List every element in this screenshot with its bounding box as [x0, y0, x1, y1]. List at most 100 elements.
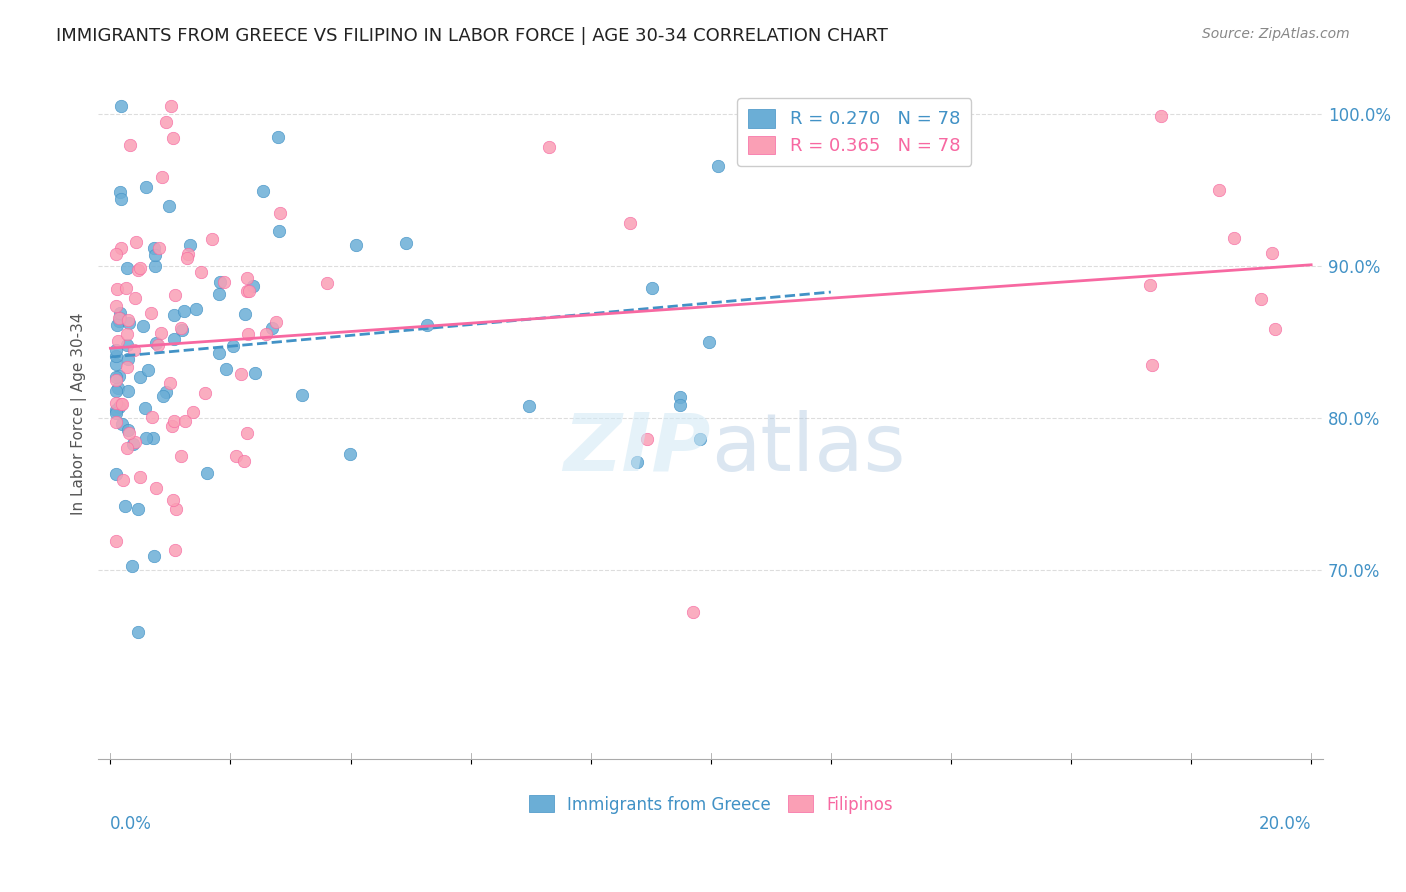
Point [194, 386, 217, 401]
Point [706, 160, 728, 174]
Text: 0.0%: 0.0% [110, 814, 152, 833]
Text: ZIP: ZIP [564, 409, 711, 488]
Point [517, 399, 540, 413]
Point [233, 307, 256, 321]
Point [395, 236, 418, 251]
Point [139, 305, 162, 319]
Point [117, 384, 139, 399]
Point [105, 349, 128, 363]
Point [135, 179, 157, 194]
Point [152, 389, 174, 403]
Point [179, 238, 201, 252]
Legend: Immigrants from Greece, Filipinos: Immigrants from Greece, Filipinos [522, 789, 900, 821]
Point [105, 343, 128, 357]
Point [619, 216, 641, 230]
Point [668, 398, 690, 412]
Text: IMMIGRANTS FROM GREECE VS FILIPINO IN LABOR FORCE | AGE 30-34 CORRELATION CHART: IMMIGRANTS FROM GREECE VS FILIPINO IN LA… [56, 27, 889, 45]
Point [181, 405, 204, 419]
Point [107, 381, 129, 395]
Point [105, 384, 128, 399]
Point [107, 368, 129, 383]
Point [267, 130, 290, 145]
Point [155, 115, 177, 129]
Point [128, 469, 150, 483]
Point [105, 318, 128, 332]
Point [669, 391, 692, 405]
Point [236, 326, 259, 341]
Point [108, 306, 131, 320]
Point [682, 606, 704, 620]
Point [115, 338, 138, 352]
Y-axis label: In Labor Force | Age 30-34: In Labor Force | Age 30-34 [72, 313, 87, 516]
Point [121, 558, 143, 573]
Point [105, 396, 128, 410]
Point [195, 466, 218, 480]
Point [254, 327, 277, 342]
Point [105, 247, 128, 261]
Point [208, 287, 231, 301]
Point [176, 251, 198, 265]
Point [155, 385, 177, 400]
Point [339, 447, 361, 461]
Point [1208, 183, 1230, 197]
Point [118, 316, 141, 330]
Point [105, 282, 128, 296]
Point [142, 431, 165, 445]
Point [117, 423, 139, 437]
Point [114, 499, 136, 513]
Point [135, 431, 157, 445]
Point [110, 241, 132, 255]
Point [115, 326, 138, 341]
Point [1142, 358, 1164, 372]
Point [233, 453, 256, 467]
Point [108, 186, 131, 200]
Point [1264, 322, 1286, 336]
Point [163, 414, 186, 428]
Point [1250, 293, 1272, 307]
Point [150, 169, 173, 184]
Point [117, 312, 139, 326]
Point [145, 481, 167, 495]
Point [162, 131, 184, 145]
Point [127, 263, 149, 277]
Text: atlas: atlas [711, 409, 905, 488]
Point [159, 376, 181, 391]
Point [127, 502, 149, 516]
Point [231, 367, 253, 381]
Point [190, 265, 212, 279]
Point [242, 279, 264, 293]
Point [141, 409, 163, 424]
Point [163, 542, 186, 557]
Point [115, 260, 138, 275]
Point [1150, 109, 1173, 123]
Point [267, 224, 290, 238]
Point [159, 199, 181, 213]
Point [636, 432, 658, 446]
Point [291, 388, 314, 402]
Point [416, 318, 439, 332]
Point [115, 359, 138, 374]
Point [111, 396, 134, 410]
Point [110, 99, 132, 113]
Point [252, 184, 274, 198]
Point [212, 275, 235, 289]
Point [124, 291, 146, 305]
Point [146, 338, 169, 352]
Point [143, 241, 166, 255]
Point [201, 232, 224, 246]
Point [115, 441, 138, 455]
Point [173, 303, 195, 318]
Point [162, 493, 184, 508]
Point [238, 284, 260, 298]
Point [160, 419, 183, 434]
Point [105, 415, 128, 429]
Point [269, 206, 291, 220]
Point [105, 406, 128, 420]
Point [132, 318, 155, 333]
Point [262, 321, 284, 335]
Point [105, 467, 128, 481]
Point [143, 549, 166, 563]
Point [114, 281, 136, 295]
Point [105, 357, 128, 371]
Point [138, 363, 160, 377]
